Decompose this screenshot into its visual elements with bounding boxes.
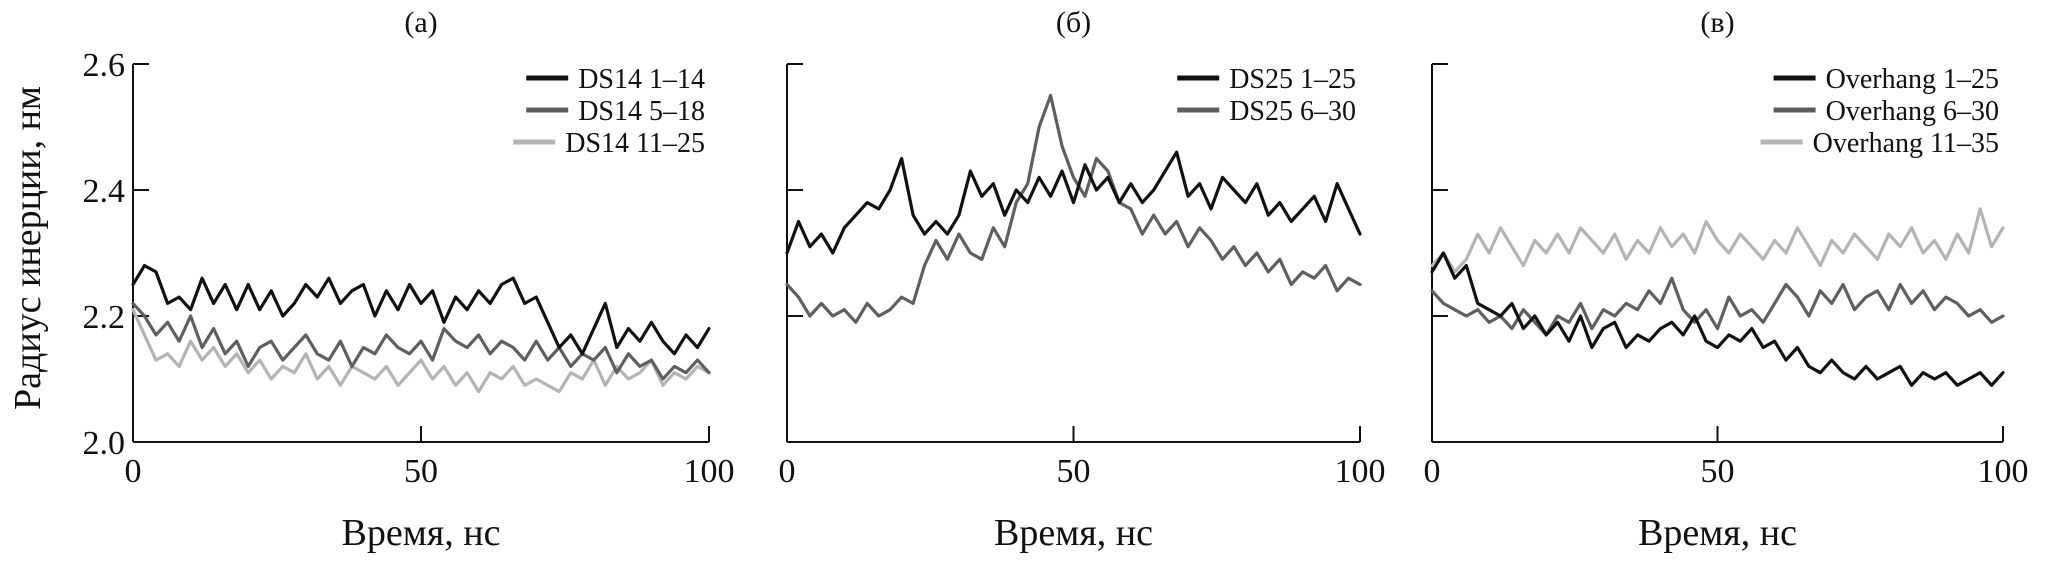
x-tick-label: 50 (1701, 453, 1735, 490)
x-tick-label: 0 (125, 453, 142, 490)
x-axis-label: Время, нс (342, 512, 501, 554)
x-tick-label: 0 (779, 453, 796, 490)
x-tick-label: 50 (404, 453, 438, 490)
series-line-1 (785, 150, 1362, 255)
legend-label: DS14 5–18 (578, 96, 705, 127)
x-tick-label: 100 (1978, 453, 2029, 490)
x-tick-label: 100 (684, 453, 735, 490)
series-line-2 (1430, 276, 2005, 337)
series-line-1 (131, 264, 711, 356)
x-axis-label: Время, нс (994, 512, 1153, 554)
legend-label: DS14 1–14 (578, 64, 705, 95)
legend-label: Overhang 1–25 (1826, 64, 1999, 95)
legend-label: Overhang 6–30 (1826, 96, 1999, 127)
legend-label: DS25 6–30 (1229, 96, 1356, 127)
legend-label: Overhang 11–35 (1813, 128, 1999, 159)
y-tick-label: 2.2 (83, 299, 126, 336)
legend-label: DS25 1–25 (1229, 64, 1356, 95)
legend-label: DS14 11–25 (565, 128, 705, 159)
panel-label: (б) (1056, 6, 1091, 39)
y-tick-label: 2.0 (83, 425, 126, 462)
x-axis-label: Время, нс (1638, 512, 1797, 554)
y-tick-label: 2.4 (83, 173, 126, 210)
x-tick-label: 0 (1424, 453, 1441, 490)
y-axis-label: Радиус инерции, нм (7, 86, 49, 410)
series-line-1 (1430, 251, 2005, 387)
series-line-2 (785, 93, 1362, 324)
y-tick-label: 2.6 (83, 47, 126, 84)
series-line-2 (131, 301, 711, 381)
panel-label: (в) (1700, 6, 1734, 39)
series-line-3 (1430, 207, 2005, 274)
panel-label: (а) (404, 6, 437, 39)
series-line-3 (131, 308, 711, 394)
x-tick-label: 100 (1335, 453, 1386, 490)
x-tick-label: 50 (1057, 453, 1091, 490)
